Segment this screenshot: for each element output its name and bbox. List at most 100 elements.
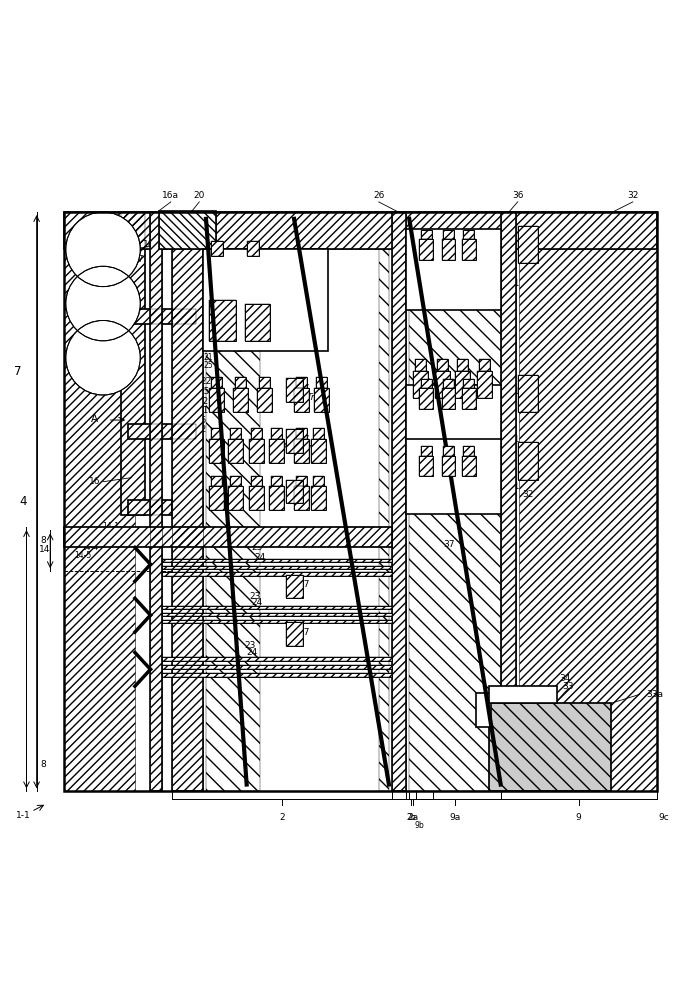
Bar xyxy=(249,439,264,463)
Bar xyxy=(233,388,248,412)
Bar xyxy=(230,428,241,439)
Bar xyxy=(464,446,474,456)
Bar xyxy=(437,359,448,371)
Text: FD: FD xyxy=(211,345,223,354)
Bar xyxy=(294,388,309,412)
Bar xyxy=(518,226,538,263)
Bar xyxy=(247,241,259,256)
Text: Tr: Tr xyxy=(307,393,316,402)
Text: 35: 35 xyxy=(458,449,469,458)
Bar xyxy=(286,480,303,503)
Bar xyxy=(442,456,456,476)
Bar xyxy=(211,241,223,256)
Text: 9: 9 xyxy=(576,813,581,822)
Bar xyxy=(162,673,392,677)
Text: Tr: Tr xyxy=(479,494,488,503)
Bar xyxy=(64,527,392,547)
Text: A: A xyxy=(91,414,98,424)
Text: 31: 31 xyxy=(509,387,520,396)
Bar xyxy=(296,428,307,439)
Bar xyxy=(228,439,243,463)
Text: 24: 24 xyxy=(251,598,262,607)
Bar xyxy=(251,476,262,486)
Text: 37: 37 xyxy=(468,433,479,442)
Bar xyxy=(311,486,326,510)
Text: 32: 32 xyxy=(627,191,639,200)
Text: 24: 24 xyxy=(255,553,266,562)
Bar xyxy=(128,424,196,439)
Bar xyxy=(286,480,303,503)
Circle shape xyxy=(66,320,140,395)
Text: 35: 35 xyxy=(458,292,469,301)
Bar xyxy=(296,377,307,388)
Circle shape xyxy=(66,212,140,287)
Bar xyxy=(479,359,490,371)
Bar xyxy=(379,212,389,791)
Bar xyxy=(313,476,324,486)
Bar xyxy=(518,442,538,480)
Bar xyxy=(257,388,272,412)
Bar xyxy=(286,622,303,646)
Text: 8: 8 xyxy=(40,760,46,769)
Bar xyxy=(172,212,203,791)
Bar xyxy=(162,559,392,562)
Bar xyxy=(464,230,474,239)
Bar xyxy=(419,388,433,409)
Text: 1-1: 1-1 xyxy=(16,811,31,820)
Bar xyxy=(413,371,428,398)
Bar xyxy=(269,486,284,510)
Text: 14: 14 xyxy=(39,545,50,554)
Text: 2: 2 xyxy=(279,813,285,822)
Bar xyxy=(489,703,611,791)
Bar xyxy=(314,388,329,412)
Text: 37: 37 xyxy=(443,540,454,549)
Bar xyxy=(64,212,656,249)
Bar xyxy=(456,371,470,398)
Bar xyxy=(162,566,392,569)
Bar xyxy=(286,575,303,598)
Bar xyxy=(458,359,468,371)
Bar xyxy=(230,476,241,486)
Text: 35: 35 xyxy=(458,401,469,410)
Bar xyxy=(435,371,450,398)
Bar xyxy=(406,229,501,310)
Bar xyxy=(162,572,392,576)
Text: 25: 25 xyxy=(204,361,213,370)
Bar xyxy=(128,309,196,324)
Text: 18: 18 xyxy=(122,361,134,370)
Text: 37: 37 xyxy=(468,384,479,393)
Bar xyxy=(415,359,426,371)
Bar xyxy=(518,375,538,412)
Text: 9c: 9c xyxy=(658,813,669,822)
Bar xyxy=(443,379,454,388)
Bar xyxy=(294,439,309,463)
Bar xyxy=(122,212,145,515)
Bar xyxy=(313,428,324,439)
Bar xyxy=(392,212,406,791)
Bar xyxy=(286,622,303,646)
Text: 22: 22 xyxy=(197,397,208,406)
Bar xyxy=(462,456,475,476)
Text: 14-4: 14-4 xyxy=(81,543,98,552)
Text: 2a: 2a xyxy=(407,813,418,822)
Bar xyxy=(464,446,474,456)
Bar xyxy=(443,446,454,456)
Bar xyxy=(286,575,303,598)
Bar xyxy=(442,239,456,260)
Bar xyxy=(464,379,474,388)
Text: 9a: 9a xyxy=(449,813,460,822)
Bar xyxy=(286,378,303,402)
Bar xyxy=(419,239,433,260)
Bar xyxy=(406,439,501,514)
Bar xyxy=(162,559,392,562)
Bar xyxy=(212,377,222,388)
Bar xyxy=(249,486,264,510)
Bar xyxy=(211,241,223,256)
Text: 25: 25 xyxy=(195,416,206,425)
Text: 31: 31 xyxy=(509,482,520,491)
Bar xyxy=(271,476,282,486)
Bar xyxy=(294,388,309,412)
Text: 24: 24 xyxy=(247,648,257,657)
Bar xyxy=(311,486,326,510)
Text: 22: 22 xyxy=(200,377,212,386)
